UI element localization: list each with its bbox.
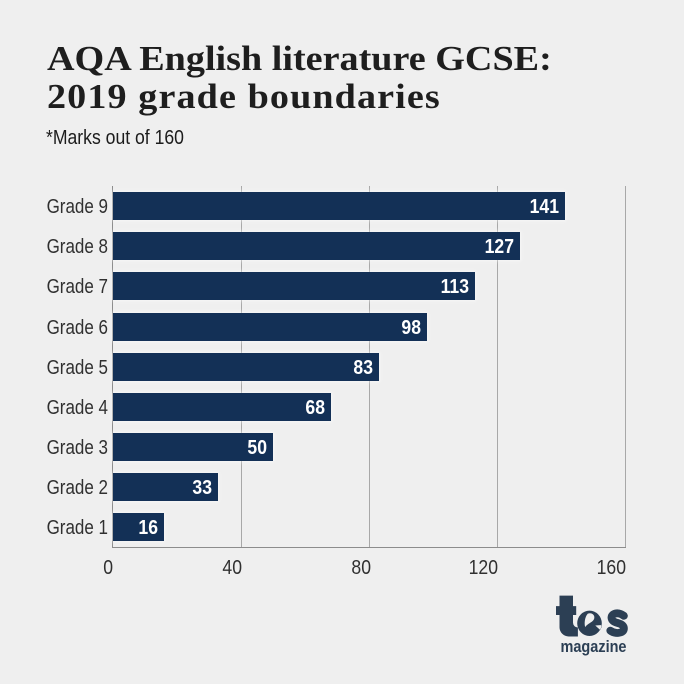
svg-text:magazine: magazine [561,637,627,656]
